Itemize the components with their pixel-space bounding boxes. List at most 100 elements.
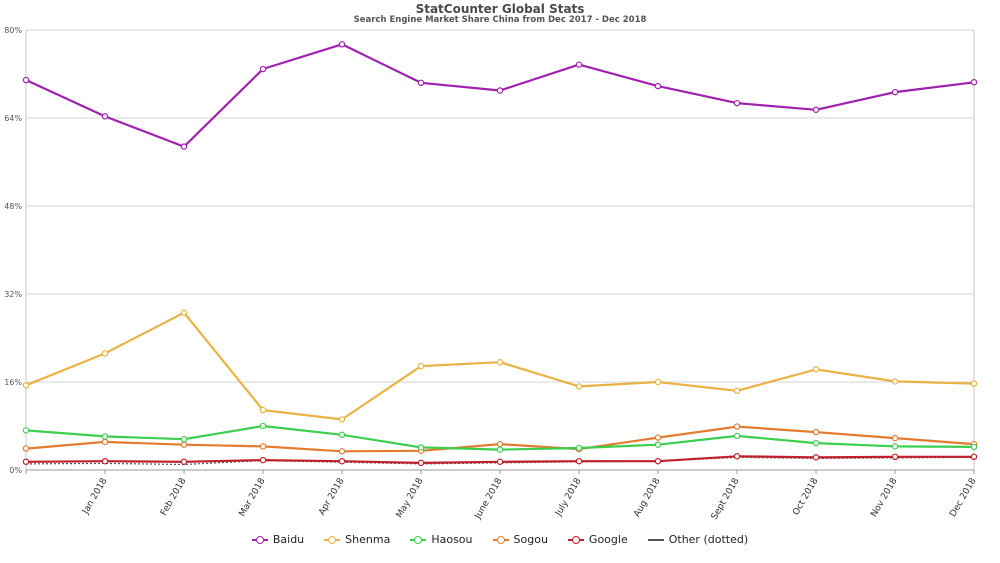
data-point-baidu — [812, 106, 820, 113]
legend-label-baidu: Baidu — [272, 533, 305, 546]
data-point-sogou — [496, 440, 504, 448]
data-point-haosou — [970, 443, 978, 451]
data-point-shenma — [338, 416, 346, 423]
data-point-haosou — [575, 444, 583, 452]
data-point-google — [417, 459, 425, 467]
y-tick-label: 64% — [4, 114, 22, 123]
legend-item-sogou[interactable]: Sogou — [492, 533, 548, 546]
data-point-haosou — [417, 444, 425, 451]
data-point-google — [891, 453, 899, 460]
data-point-baidu — [496, 87, 504, 94]
data-point-haosou — [338, 431, 346, 438]
data-point-shenma — [575, 383, 583, 390]
data-point-baidu — [180, 143, 188, 150]
data-point-google — [970, 453, 978, 460]
data-point-google — [575, 458, 583, 465]
y-tick-label: 48% — [4, 202, 22, 211]
data-point-haosou — [891, 443, 899, 450]
x-tick-label: July 2018 — [553, 476, 583, 518]
legend-label-shenma: Shenma — [345, 533, 391, 546]
data-point-google — [180, 458, 188, 465]
data-point-google — [496, 458, 504, 465]
legend-marker-sogou — [492, 535, 509, 545]
data-point-haosou — [812, 439, 820, 447]
series-line-shenma — [25, 311, 975, 421]
data-point-sogou — [733, 423, 741, 430]
data-point-shenma — [970, 380, 978, 387]
data-point-haosou — [733, 432, 741, 440]
data-point-shenma — [812, 366, 820, 373]
x-tick-label: Feb 2018 — [159, 476, 189, 517]
data-point-shenma — [417, 362, 425, 370]
y-tick-label: 32% — [4, 290, 22, 299]
data-point-google — [733, 453, 741, 460]
data-point-haosou — [496, 446, 504, 453]
legend-item-haosou[interactable]: Haosou — [410, 533, 473, 546]
data-point-baidu — [654, 82, 662, 90]
legend-label-google: Google — [588, 533, 628, 546]
legend-marker-google — [567, 535, 584, 545]
data-point-sogou — [180, 441, 188, 448]
data-point-haosou — [101, 433, 109, 440]
series-line-baidu — [25, 43, 975, 148]
legend-label-haosou: Haosou — [431, 533, 473, 546]
x-tick-label: Apr 2018 — [317, 476, 346, 517]
x-tick-label: May 2018 — [395, 476, 426, 520]
data-point-sogou — [812, 428, 820, 436]
data-point-baidu — [733, 99, 741, 107]
data-point-haosou — [259, 422, 267, 430]
data-point-baidu — [417, 79, 425, 87]
legend-marker-haosou — [410, 535, 427, 545]
x-tick-label: Dec 2018 — [948, 476, 978, 519]
data-point-shenma — [259, 406, 267, 414]
data-point-baidu — [22, 76, 30, 84]
legend-marker-baidu — [251, 535, 268, 545]
legend-item-shenma[interactable]: Shenma — [324, 533, 390, 546]
x-tick-label: Aug 2018 — [632, 476, 662, 519]
data-point-sogou — [891, 434, 899, 442]
legend-label-other: Other (dotted) — [668, 533, 749, 546]
chart-legend: Baidu Shenma Haosou Sogou Google Other (… — [0, 533, 1000, 546]
data-point-google — [812, 454, 820, 461]
data-point-sogou — [338, 448, 346, 455]
data-point-shenma — [496, 359, 504, 366]
data-point-sogou — [22, 445, 30, 452]
data-point-haosou — [180, 436, 188, 443]
data-point-shenma — [180, 309, 188, 316]
data-point-sogou — [259, 443, 267, 450]
data-point-haosou — [22, 427, 30, 434]
data-point-sogou — [101, 438, 109, 446]
data-point-google — [338, 458, 346, 465]
x-tick-label: Nov 2018 — [869, 476, 899, 519]
chart-subtitle: Search Engine Market Share China from De… — [353, 15, 647, 25]
data-point-baidu — [970, 79, 978, 86]
legend-item-google[interactable]: Google — [567, 533, 628, 546]
data-point-shenma — [101, 350, 109, 357]
data-point-shenma — [891, 378, 899, 385]
y-tick-label: 16% — [4, 378, 22, 387]
legend-marker-shenma — [324, 535, 341, 545]
data-point-baidu — [891, 88, 899, 96]
chart-title: StatCounter Global Stats — [415, 2, 585, 16]
data-point-baidu — [101, 113, 109, 120]
line-chart: 0% 16% 32% 48% 64% 80% Jan 2018 Feb 2018 Mar 201… — [4, 26, 979, 522]
data-point-google — [101, 458, 109, 465]
legend-item-baidu[interactable]: Baidu — [251, 533, 305, 546]
x-tick-label: Oct 2018 — [791, 476, 820, 517]
x-tick-label: Jan 2018 — [81, 476, 110, 516]
data-point-haosou — [654, 441, 662, 448]
legend-marker-other — [647, 535, 664, 545]
x-tick-label: June 2018 — [473, 476, 505, 521]
data-point-google — [259, 456, 267, 464]
data-point-shenma — [654, 378, 662, 386]
y-tick-label: 0% — [9, 466, 22, 475]
legend-item-other[interactable]: Other (dotted) — [647, 533, 749, 546]
data-point-shenma — [733, 387, 741, 394]
y-tick-label: 80% — [4, 26, 22, 35]
data-point-google — [654, 458, 662, 465]
x-tick-label: Mar 2018 — [238, 476, 268, 518]
data-point-baidu — [259, 65, 267, 73]
data-point-baidu — [338, 41, 346, 48]
data-point-google — [22, 458, 30, 465]
data-point-sogou — [654, 434, 662, 441]
